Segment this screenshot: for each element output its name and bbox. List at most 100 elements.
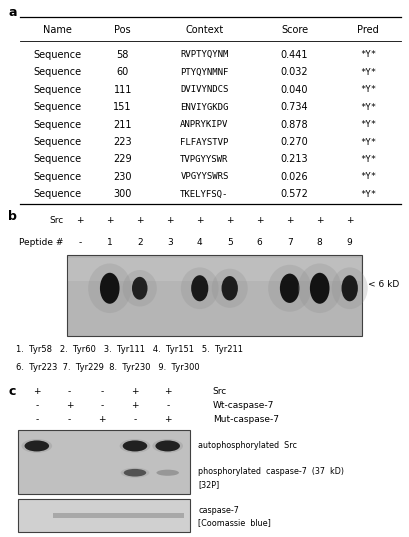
Bar <box>18 499 190 532</box>
Text: c: c <box>8 386 16 398</box>
Bar <box>68 258 361 281</box>
Text: Pos: Pos <box>115 25 131 35</box>
Text: 0.270: 0.270 <box>281 137 308 147</box>
Text: +: + <box>256 216 263 226</box>
Text: +: + <box>166 216 173 226</box>
Text: 6: 6 <box>257 238 263 246</box>
Text: Context: Context <box>185 25 224 35</box>
Text: 0.734: 0.734 <box>281 102 308 112</box>
Bar <box>86 513 119 518</box>
Text: ENVIYGKDG: ENVIYGKDG <box>180 103 229 112</box>
Text: +: + <box>99 415 106 424</box>
Text: 2: 2 <box>137 238 143 246</box>
Text: +: + <box>136 216 144 226</box>
Ellipse shape <box>298 264 341 313</box>
Ellipse shape <box>155 440 180 452</box>
Text: -: - <box>68 415 71 424</box>
Text: -: - <box>68 387 71 396</box>
Text: +: + <box>316 216 324 226</box>
Bar <box>18 430 190 494</box>
Text: autophosphorylated  Src: autophosphorylated Src <box>198 441 297 449</box>
Text: 6.  Tyr223  7.  Tyr229  8.  Tyr230   9.  Tyr300: 6. Tyr223 7. Tyr229 8. Tyr230 9. Tyr300 <box>16 362 200 372</box>
Text: +: + <box>346 216 353 226</box>
Ellipse shape <box>119 439 151 453</box>
Text: +: + <box>106 216 114 226</box>
Ellipse shape <box>222 276 238 301</box>
Text: 300: 300 <box>114 190 132 199</box>
Text: Sequence: Sequence <box>33 67 81 77</box>
Ellipse shape <box>123 440 147 452</box>
Text: 0.441: 0.441 <box>281 50 308 60</box>
Text: +: + <box>196 216 204 226</box>
Ellipse shape <box>132 277 148 300</box>
Text: Sequence: Sequence <box>33 172 81 182</box>
Text: PTYQYNMNF: PTYQYNMNF <box>180 68 229 77</box>
Text: 4: 4 <box>197 238 202 246</box>
Text: ANPRYKIPV: ANPRYKIPV <box>180 120 229 129</box>
Ellipse shape <box>25 440 49 452</box>
Bar <box>119 513 151 518</box>
Text: *Y*: *Y* <box>360 85 376 94</box>
Text: +: + <box>131 387 139 396</box>
Text: +: + <box>76 216 83 226</box>
Text: Sequence: Sequence <box>33 155 81 164</box>
Text: 0.026: 0.026 <box>281 172 308 182</box>
Text: 0.572: 0.572 <box>281 190 308 199</box>
Text: -: - <box>78 238 81 246</box>
Text: [Coomassie  blue]: [Coomassie blue] <box>198 518 271 527</box>
Ellipse shape <box>310 273 330 304</box>
Text: 3: 3 <box>167 238 173 246</box>
Text: 0.032: 0.032 <box>281 67 308 77</box>
Text: VPGYYSWRS: VPGYYSWRS <box>180 172 229 182</box>
Ellipse shape <box>342 275 358 301</box>
Text: *Y*: *Y* <box>360 68 376 77</box>
Text: *Y*: *Y* <box>360 137 376 147</box>
Text: 9: 9 <box>347 238 353 246</box>
Text: 0.878: 0.878 <box>281 120 308 129</box>
Text: Sequence: Sequence <box>33 85 81 95</box>
Text: -: - <box>101 387 104 396</box>
Text: Peptide #: Peptide # <box>19 238 63 246</box>
Ellipse shape <box>100 273 119 304</box>
Text: Score: Score <box>281 25 308 35</box>
Text: *Y*: *Y* <box>360 172 376 182</box>
Text: *Y*: *Y* <box>360 103 376 112</box>
Text: +: + <box>164 387 171 396</box>
Text: *Y*: *Y* <box>360 120 376 129</box>
Bar <box>53 513 86 518</box>
Text: Name: Name <box>43 25 72 35</box>
Text: TVPGYYSWR: TVPGYYSWR <box>180 155 229 164</box>
Text: 1.  Tyr58   2.  Tyr60   3.  Tyr111   4.  Tyr151   5.  Tyr211: 1. Tyr58 2. Tyr60 3. Tyr111 4. Tyr151 5.… <box>16 345 243 354</box>
Ellipse shape <box>332 267 368 309</box>
Text: +: + <box>131 401 139 410</box>
Text: 1: 1 <box>107 238 112 246</box>
Text: 8: 8 <box>317 238 323 246</box>
Text: *Y*: *Y* <box>360 155 376 164</box>
Text: b: b <box>8 211 17 223</box>
Text: TKELYFSQ-: TKELYFSQ- <box>180 190 229 199</box>
Text: -: - <box>35 415 38 424</box>
Text: caspase-7: caspase-7 <box>198 506 239 515</box>
Ellipse shape <box>268 265 311 312</box>
Text: 230: 230 <box>113 172 132 182</box>
Text: 58: 58 <box>117 50 129 60</box>
Text: Sequence: Sequence <box>33 137 81 147</box>
Bar <box>151 513 184 518</box>
Text: +: + <box>33 387 40 396</box>
Ellipse shape <box>21 439 52 453</box>
Ellipse shape <box>212 268 248 308</box>
Text: Mut-caspase-7: Mut-caspase-7 <box>213 415 279 424</box>
Text: DVIVYNDCS: DVIVYNDCS <box>180 85 229 94</box>
Text: -: - <box>101 401 104 410</box>
Text: +: + <box>286 216 294 226</box>
Ellipse shape <box>124 469 146 476</box>
Text: 7: 7 <box>287 238 292 246</box>
Ellipse shape <box>156 470 179 476</box>
Ellipse shape <box>280 273 299 303</box>
Text: 229: 229 <box>113 155 132 164</box>
Text: 111: 111 <box>114 85 132 95</box>
Text: RVPTYQYNM: RVPTYQYNM <box>180 50 229 59</box>
Text: -: - <box>166 401 169 410</box>
Text: FLFAYSTVP: FLFAYSTVP <box>180 137 229 147</box>
Text: 0.040: 0.040 <box>281 85 308 95</box>
